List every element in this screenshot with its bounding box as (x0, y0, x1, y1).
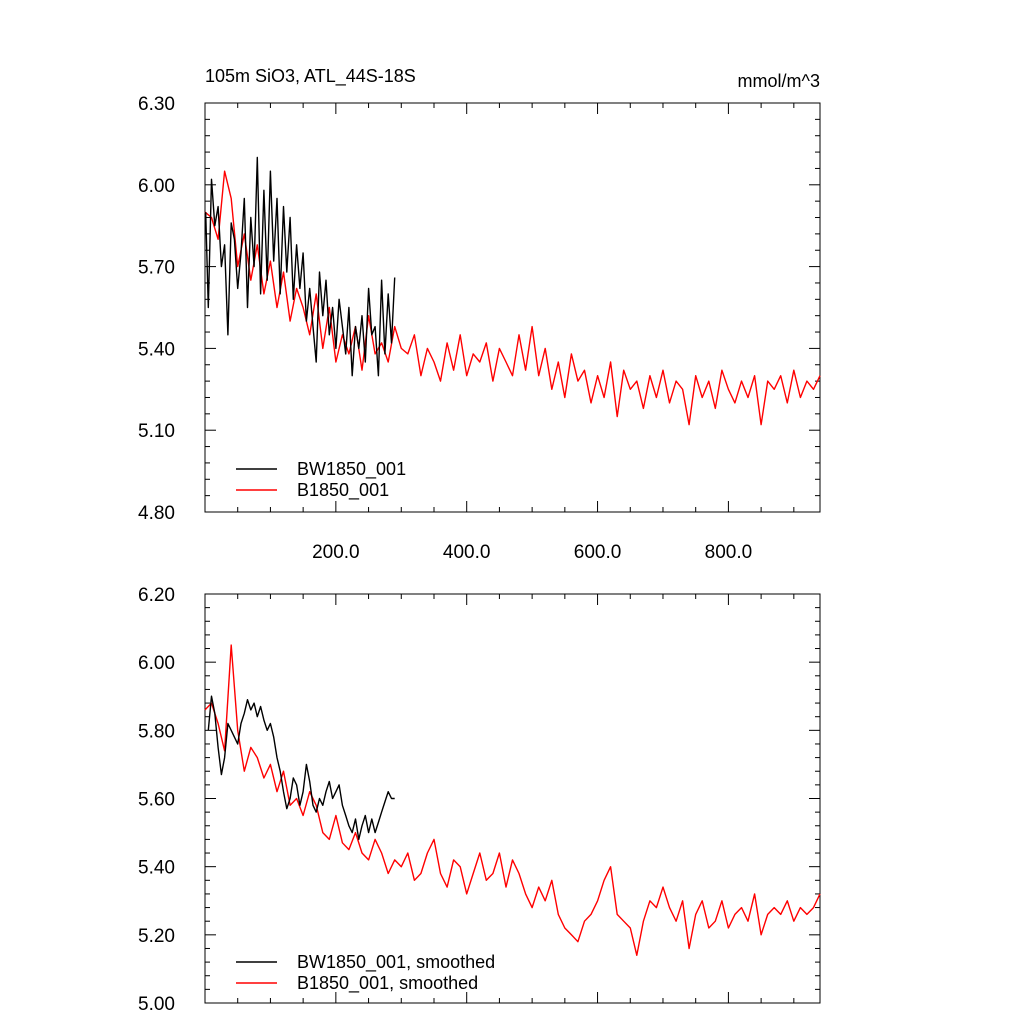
chart-title-right: mmol/m^3 (738, 71, 820, 91)
x-tick-label: 800.0 (705, 542, 753, 563)
x-tick-label: 600.0 (574, 542, 622, 563)
series-line-bw1850-001 (205, 156, 396, 377)
legend-label: BW1850_001, smoothed (297, 952, 495, 973)
y-tick-label: 5.20 (138, 926, 175, 947)
y-tick-label: 5.10 (138, 421, 175, 442)
y-tick-label: 5.40 (138, 858, 175, 879)
y-tick-label: 6.20 (138, 585, 175, 606)
legend-label: B1850_001, smoothed (297, 973, 478, 994)
chart-title-left: 105m SiO3, ATL_44S-18S (205, 66, 416, 87)
y-tick-label: 6.00 (138, 176, 175, 197)
y-tick-label: 6.00 (138, 653, 175, 674)
x-tick-label: 400.0 (443, 542, 491, 563)
y-tick-label: 5.00 (138, 994, 175, 1015)
series-line-b1850-001-smoothed (204, 644, 821, 956)
y-tick-label: 5.70 (138, 258, 175, 279)
y-tick-label: 4.80 (138, 503, 175, 524)
series-line-bw1850-001-smoothed (207, 695, 395, 841)
x-tick-label: 200.0 (312, 542, 360, 563)
plot-frame-1 (204, 102, 821, 513)
y-tick-label: 5.80 (138, 721, 175, 742)
series-line-b1850-001 (204, 170, 821, 426)
legend-label: BW1850_001 (297, 459, 406, 480)
y-tick-label: 5.60 (138, 790, 175, 811)
y-tick-label: 5.40 (138, 339, 175, 360)
y-tick-label: 6.30 (138, 94, 175, 115)
legend-label: B1850_001 (297, 480, 389, 501)
